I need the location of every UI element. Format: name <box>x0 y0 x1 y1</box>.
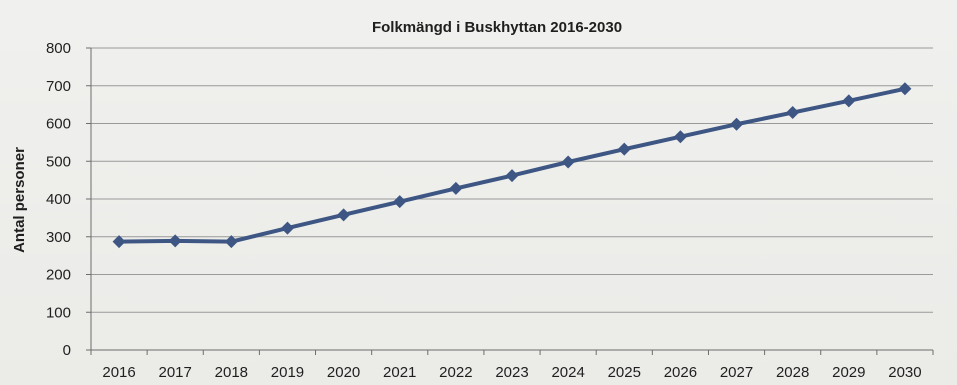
y-tick-label: 500 <box>46 153 71 170</box>
x-tick-label: 2029 <box>832 364 865 381</box>
x-tick-label: 2017 <box>159 364 192 381</box>
x-tick-label: 2022 <box>439 364 472 381</box>
x-tick-label: 2030 <box>888 364 921 381</box>
x-tick-label: 2025 <box>608 364 641 381</box>
x-tick-label: 2028 <box>776 364 809 381</box>
data-point-marker <box>842 94 856 108</box>
axes <box>86 47 934 355</box>
data-point-marker <box>449 181 463 195</box>
y-tick-label: 300 <box>46 229 71 246</box>
data-point-marker <box>393 195 407 209</box>
x-tick-label: 2016 <box>102 364 135 381</box>
tick-labels: 0 100 200 300 400 500 600 700 800 2016 2017 2018 201… <box>46 40 922 381</box>
data-point-marker <box>673 130 687 144</box>
x-tick-label: 2021 <box>383 364 416 381</box>
data-series <box>112 82 912 249</box>
y-tick-label: 700 <box>46 78 71 95</box>
data-point-marker <box>561 155 575 169</box>
x-tick-label: 2024 <box>551 364 584 381</box>
data-point-marker <box>617 142 631 156</box>
x-tick-label: 2023 <box>495 364 528 381</box>
x-tick-label: 2020 <box>327 364 360 381</box>
y-tick-label: 600 <box>46 116 71 133</box>
y-tick-label: 0 <box>63 342 71 359</box>
data-point-marker <box>505 169 519 183</box>
data-point-marker <box>786 106 800 120</box>
x-tick-label: 2026 <box>664 364 697 381</box>
data-point-marker <box>280 221 294 235</box>
x-tick-label: 2019 <box>271 364 304 381</box>
data-point-marker <box>898 82 912 96</box>
y-axis-label: Antal personer <box>11 147 28 253</box>
data-point-marker <box>337 208 351 222</box>
data-point-marker <box>224 235 238 249</box>
x-tick-label: 2018 <box>215 364 248 381</box>
y-tick-label: 400 <box>46 191 71 208</box>
data-point-marker <box>112 235 126 249</box>
data-point-marker <box>168 234 182 248</box>
y-tick-label: 100 <box>46 304 71 321</box>
y-tick-label: 800 <box>46 40 71 57</box>
y-tick-label: 200 <box>46 267 71 284</box>
x-tick-label: 2027 <box>720 364 753 381</box>
chart-title: Folkmängd i Buskhyttan 2016-2030 <box>372 19 622 36</box>
data-point-marker <box>730 117 744 131</box>
